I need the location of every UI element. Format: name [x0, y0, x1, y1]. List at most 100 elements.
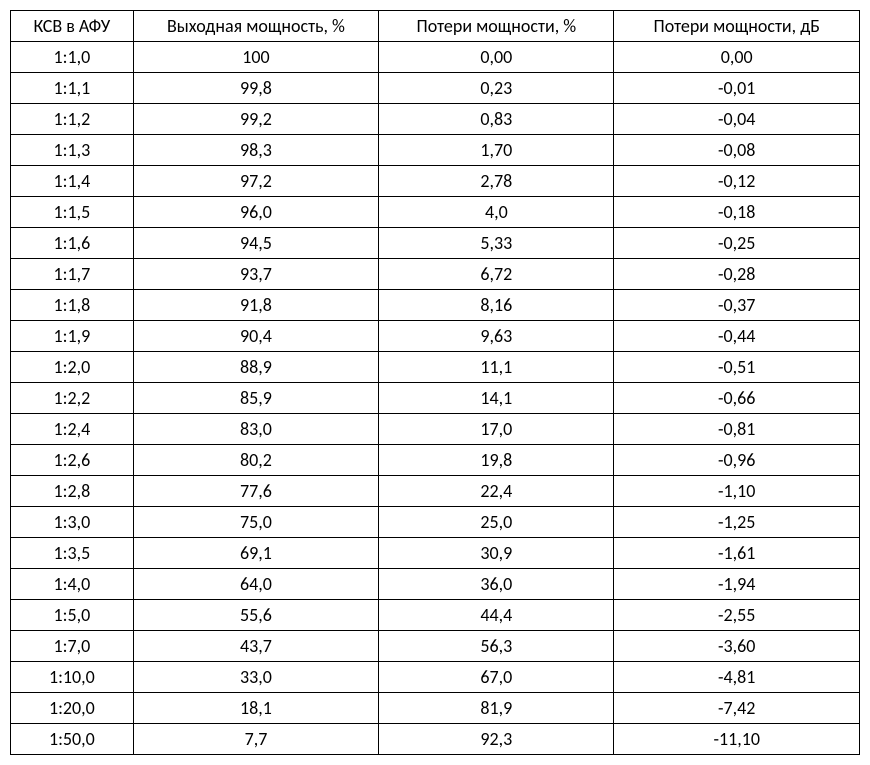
table-cell: 1:1,4	[11, 166, 134, 197]
table-cell: 0,00	[614, 42, 860, 73]
table-cell: 1:1,8	[11, 290, 134, 321]
table-cell: 55,6	[133, 600, 378, 631]
table-cell: -0,01	[614, 73, 860, 104]
table-cell: 96,0	[133, 197, 378, 228]
table-row: 1:3,569,130,9-1,61	[11, 538, 860, 569]
table-row: 1:1,694,55,33-0,25	[11, 228, 860, 259]
table-cell: 1:2,8	[11, 476, 134, 507]
column-header-power-loss-pct: Потери мощности, %	[379, 11, 614, 42]
table-cell: -0,37	[614, 290, 860, 321]
table-cell: 7,7	[133, 724, 378, 755]
table-cell: 97,2	[133, 166, 378, 197]
table-cell: 88,9	[133, 352, 378, 383]
table-row: 1:50,07,792,3-11,10	[11, 724, 860, 755]
table-cell: 67,0	[379, 662, 614, 693]
table-row: 1:1,01000,000,00	[11, 42, 860, 73]
table-row: 1:2,680,219,8-0,96	[11, 445, 860, 476]
table-cell: 0,23	[379, 73, 614, 104]
table-cell: 1:1,5	[11, 197, 134, 228]
table-cell: 1:4,0	[11, 569, 134, 600]
table-cell: 1:3,0	[11, 507, 134, 538]
table-cell: 80,2	[133, 445, 378, 476]
table-cell: 77,6	[133, 476, 378, 507]
table-cell: 94,5	[133, 228, 378, 259]
table-cell: -1,94	[614, 569, 860, 600]
table-row: 1:1,990,49,63-0,44	[11, 321, 860, 352]
table-cell: 92,3	[379, 724, 614, 755]
table-cell: 56,3	[379, 631, 614, 662]
column-header-output-power: Выходная мощность, %	[133, 11, 378, 42]
table-cell: 1:20,0	[11, 693, 134, 724]
table-cell: -0,12	[614, 166, 860, 197]
table-cell: -3,60	[614, 631, 860, 662]
table-row: 1:7,043,756,3-3,60	[11, 631, 860, 662]
table-cell: 90,4	[133, 321, 378, 352]
table-cell: 1:10,0	[11, 662, 134, 693]
table-header-row: КСВ в АФУ Выходная мощность, % Потери мо…	[11, 11, 860, 42]
table-cell: 36,0	[379, 569, 614, 600]
table-row: 1:2,285,914,1-0,66	[11, 383, 860, 414]
table-row: 1:1,299,20,83-0,04	[11, 104, 860, 135]
table-cell: -11,10	[614, 724, 860, 755]
table-cell: 1:2,4	[11, 414, 134, 445]
table-cell: -1,61	[614, 538, 860, 569]
table-cell: -7,42	[614, 693, 860, 724]
table-cell: 2,78	[379, 166, 614, 197]
table-cell: 18,1	[133, 693, 378, 724]
table-cell: -0,66	[614, 383, 860, 414]
table-cell: 81,9	[379, 693, 614, 724]
table-cell: -1,25	[614, 507, 860, 538]
table-cell: 1:7,0	[11, 631, 134, 662]
table-row: 1:1,596,04,0-0,18	[11, 197, 860, 228]
table-cell: 1:5,0	[11, 600, 134, 631]
table-cell: 1:1,0	[11, 42, 134, 73]
table-cell: 19,8	[379, 445, 614, 476]
table-cell: 44,4	[379, 600, 614, 631]
table-row: 1:5,055,644,4-2,55	[11, 600, 860, 631]
table-cell: 9,63	[379, 321, 614, 352]
table-row: 1:1,497,22,78-0,12	[11, 166, 860, 197]
table-cell: 1:1,6	[11, 228, 134, 259]
table-cell: -1,10	[614, 476, 860, 507]
table-cell: 1:1,1	[11, 73, 134, 104]
table-row: 1:3,075,025,0-1,25	[11, 507, 860, 538]
table-cell: 11,1	[379, 352, 614, 383]
table-cell: -2,55	[614, 600, 860, 631]
table-cell: -0,25	[614, 228, 860, 259]
table-cell: 98,3	[133, 135, 378, 166]
table-cell: 6,72	[379, 259, 614, 290]
table-cell: 22,4	[379, 476, 614, 507]
table-cell: 5,33	[379, 228, 614, 259]
table-cell: -0,28	[614, 259, 860, 290]
table-row: 1:2,877,622,4-1,10	[11, 476, 860, 507]
table-row: 1:2,088,911,1-0,51	[11, 352, 860, 383]
swr-power-loss-table: КСВ в АФУ Выходная мощность, % Потери мо…	[10, 10, 860, 755]
table-cell: 99,2	[133, 104, 378, 135]
table-cell: 1:2,2	[11, 383, 134, 414]
table-cell: -0,51	[614, 352, 860, 383]
table-cell: 1:3,5	[11, 538, 134, 569]
table-cell: 1:1,9	[11, 321, 134, 352]
table-cell: 8,16	[379, 290, 614, 321]
table-cell: 1:1,7	[11, 259, 134, 290]
table-cell: -0,08	[614, 135, 860, 166]
table-cell: 17,0	[379, 414, 614, 445]
table-cell: 75,0	[133, 507, 378, 538]
table-cell: 1:2,6	[11, 445, 134, 476]
table-cell: 85,9	[133, 383, 378, 414]
table-row: 1:1,793,76,72-0,28	[11, 259, 860, 290]
table-cell: 69,1	[133, 538, 378, 569]
table-cell: 83,0	[133, 414, 378, 445]
table-cell: 1:2,0	[11, 352, 134, 383]
table-row: 1:20,018,181,9-7,42	[11, 693, 860, 724]
table-cell: -0,81	[614, 414, 860, 445]
table-cell: 25,0	[379, 507, 614, 538]
table-cell: 1:50,0	[11, 724, 134, 755]
table-cell: 91,8	[133, 290, 378, 321]
table-cell: -0,04	[614, 104, 860, 135]
table-cell: -0,18	[614, 197, 860, 228]
table-row: 1:1,398,31,70-0,08	[11, 135, 860, 166]
table-cell: 93,7	[133, 259, 378, 290]
column-header-power-loss-db: Потери мощности, дБ	[614, 11, 860, 42]
table-cell: 4,0	[379, 197, 614, 228]
